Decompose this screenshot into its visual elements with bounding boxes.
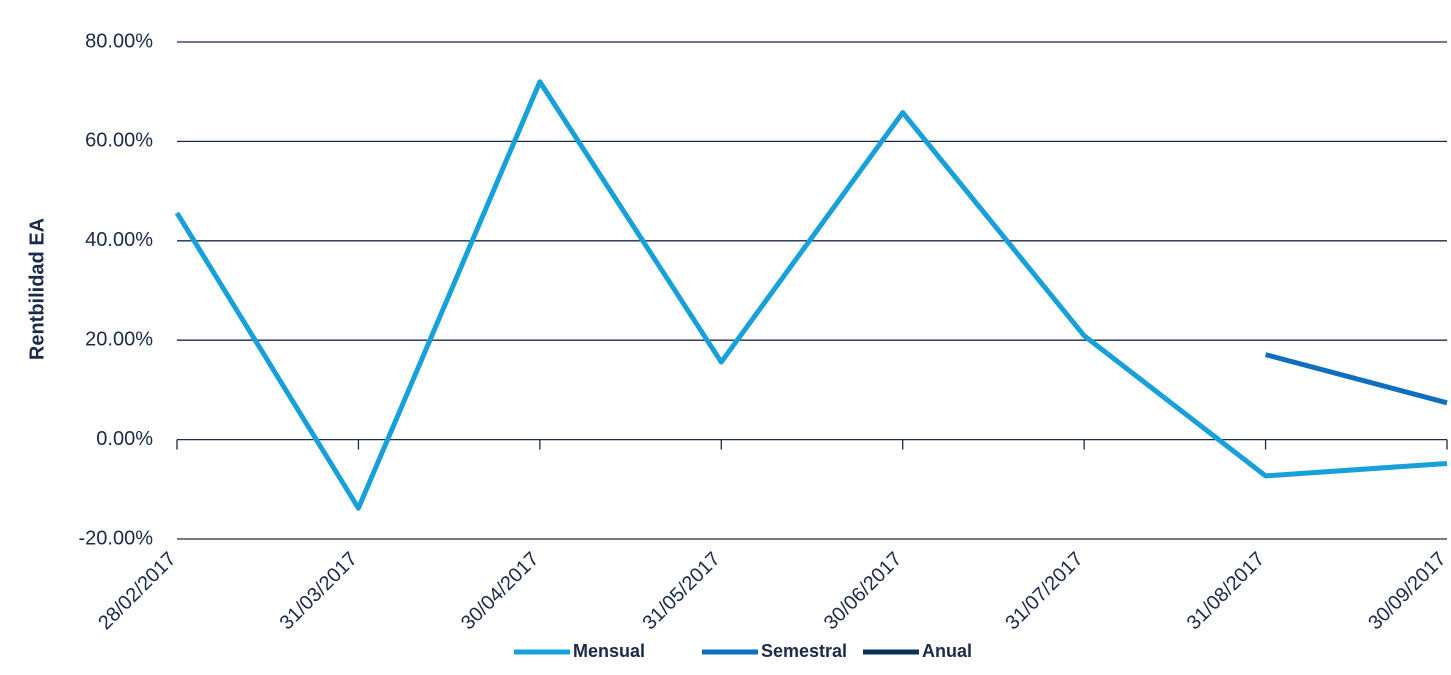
legend-label-semestral: Semestral <box>761 641 847 661</box>
gridlines <box>177 41 1447 540</box>
series-line-semestral <box>1264 352 1448 406</box>
y-tick-label: 40.00% <box>85 229 153 251</box>
legend-label-anual: Anual <box>922 641 972 661</box>
x-axis <box>176 439 1448 450</box>
x-tick-label: 30/06/2017 <box>820 548 906 634</box>
legend: Mensual Semestral Anual <box>514 641 972 661</box>
series-line-mensual <box>174 79 1448 511</box>
y-tick-label: 0.00% <box>96 428 153 450</box>
legend-label-mensual: Mensual <box>573 641 645 661</box>
x-tick-label: 30/09/2017 <box>1364 548 1450 634</box>
y-tick-label: -20.00% <box>79 527 154 549</box>
x-tick-label: 28/02/2017 <box>94 548 180 634</box>
x-tick-label: 30/04/2017 <box>457 548 543 634</box>
x-tick-label: 31/08/2017 <box>1183 548 1269 634</box>
x-axis-tick-labels: 28/02/2017 31/03/2017 30/04/2017 31/05/2017… <box>94 548 1450 634</box>
y-axis-title: Rentbilidad EA <box>26 218 48 360</box>
x-tick-label: 31/05/2017 <box>638 548 724 634</box>
y-tick-label: 80.00% <box>85 30 153 52</box>
x-tick-label: 31/03/2017 <box>276 548 362 634</box>
series-lines <box>174 79 1448 511</box>
y-tick-label: 60.00% <box>85 130 153 152</box>
y-tick-label: 20.00% <box>85 328 153 350</box>
x-tick-label: 31/07/2017 <box>1001 548 1087 634</box>
y-axis-tick-labels: -20.00% 0.00% 20.00% 40.00% 60.00% 80.00% <box>79 30 154 549</box>
